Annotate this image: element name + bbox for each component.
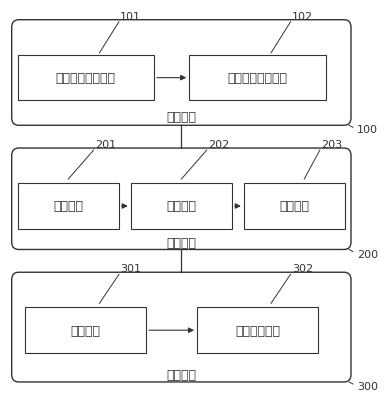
Text: 102: 102 [292,12,313,21]
Text: 设置模块: 设置模块 [167,236,196,249]
Text: 预设模块: 预设模块 [167,111,196,124]
Bar [25,308,146,353]
Text: 203: 203 [321,140,342,150]
Text: 确定单元: 确定单元 [167,200,196,213]
Text: 101: 101 [120,12,141,21]
Bar [18,184,119,229]
Text: 300: 300 [357,381,378,391]
FancyBboxPatch shape [12,273,351,382]
Bar [197,308,318,353]
Bar [189,56,326,101]
Bar [131,184,232,229]
Text: 301: 301 [120,263,141,273]
Text: 202: 202 [208,140,229,150]
Text: 100: 100 [357,125,378,135]
Text: 检测模块: 检测模块 [167,368,196,381]
Bar [18,56,154,101]
Text: 201: 201 [95,140,116,150]
Text: 对应单元: 对应单元 [280,200,309,213]
FancyBboxPatch shape [12,149,351,250]
Text: 定时单元: 定时单元 [71,324,101,337]
Text: 302: 302 [292,263,313,273]
Text: 获取单元: 获取单元 [53,200,83,213]
Text: 最大工作频率单元: 最大工作频率单元 [227,72,287,85]
Text: 200: 200 [357,249,378,259]
Bar [244,184,345,229]
Text: 重新设置单元: 重新设置单元 [235,324,280,337]
Text: 充电电流区间单元: 充电电流区间单元 [56,72,116,85]
FancyBboxPatch shape [12,21,351,126]
